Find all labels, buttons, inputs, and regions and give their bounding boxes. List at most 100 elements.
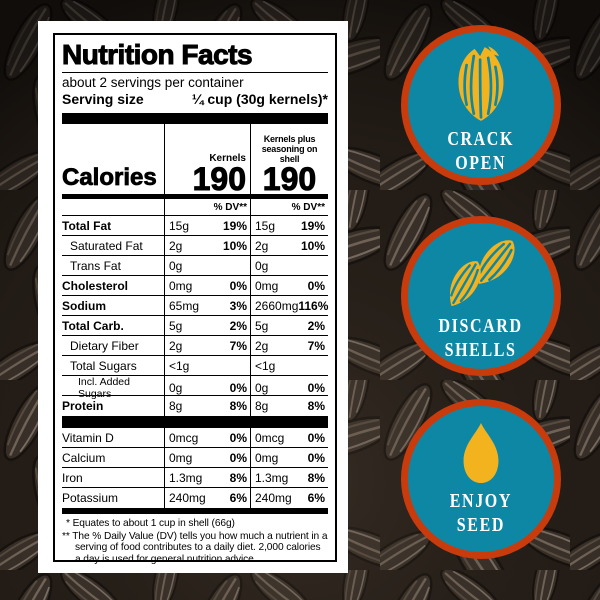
seasoned-amount: <1g: [255, 358, 276, 373]
kernels-dv: 0%: [229, 278, 247, 293]
seasoned-amount: 2g: [255, 338, 269, 353]
seasoned-dv: 8%: [307, 470, 325, 485]
step-badge-enjoy-seed: ENJOY SEED: [401, 399, 561, 559]
kernels-dv: 0%: [229, 450, 247, 465]
seasoned-amount: 1.3mg: [255, 470, 289, 485]
nutrient-row: Cholesterol 0mg 0% 0mg 0%: [62, 276, 328, 297]
kernels-amount: <1g: [169, 358, 190, 373]
serving-size-value: ¼ cup (30g kernels)*: [191, 91, 328, 108]
nutrient-name: Saturated Fat: [70, 238, 143, 253]
kernels-amount: 1.3mg: [169, 470, 203, 485]
kernels-dv: 19%: [222, 218, 247, 233]
dv-header-seasoned: % DV**: [250, 199, 328, 216]
dv-header-kernels: % DV**: [164, 199, 250, 216]
kernels-amount: 8g: [169, 399, 183, 414]
nutrient-row: Total Fat 15g 19% 15g 19%: [62, 216, 328, 237]
kernels-amount: 240mg: [169, 491, 206, 506]
kernels-dv: 6%: [229, 491, 247, 506]
seasoned-dv: 19%: [300, 218, 325, 233]
seasoned-amount: 2660mg: [255, 298, 299, 313]
seasoned-amount: 240mg: [255, 491, 292, 506]
kernels-calories-cell: Kernels 190: [164, 124, 250, 200]
kernels-dv: 2%: [229, 318, 247, 333]
seasoned-dv: 6%: [307, 491, 325, 506]
nutrient-name: Cholesterol: [62, 278, 129, 293]
seasoned-amount: 0mg: [255, 450, 279, 465]
nutrient-rows: Total Fat 15g 19% 15g 19% Saturated Fat …: [62, 216, 329, 417]
seasoned-dv: 8%: [307, 399, 325, 414]
nutrient-name: Sodium: [62, 298, 106, 313]
kernels-amount: 0g: [169, 381, 183, 396]
nutrient-name: Incl. Added Sugars: [78, 376, 130, 401]
kernels-amount: 5g: [169, 318, 183, 333]
calories-section: Calories Kernels 190 Kernels plus season…: [62, 124, 328, 200]
kernels-dv: 10%: [222, 238, 247, 253]
seasoned-dv: 0%: [307, 278, 325, 293]
vitamin-rows: Vitamin D 0mcg 0% 0mcg 0% Calcium 0mg 0%…: [62, 428, 328, 509]
whole-seed-icon: [458, 46, 504, 121]
nutrient-name: Trans Fat: [70, 258, 121, 273]
kernels-amount: 0mg: [169, 450, 193, 465]
step-caption-crack-open: CRACK OPEN: [447, 128, 515, 174]
daily-value-header-row: % DV** % DV**: [62, 199, 328, 217]
seasoned-calories-cell: Kernels plus seasoning on shell 190: [250, 124, 328, 200]
seasoned-dv: 0%: [307, 430, 325, 445]
nutrient-name: Potassium: [62, 491, 119, 506]
nutrient-row: Trans Fat 0g 0g: [62, 256, 328, 277]
footnotes: * Equates to about 1 cup in shell (66g) …: [62, 518, 328, 565]
nutrient-row: Saturated Fat 2g 10% 2g 10%: [62, 236, 328, 257]
divider-bar-footnote: [62, 508, 328, 515]
seasoned-dv: 116%: [298, 298, 329, 313]
kernels-amount: 0mg: [169, 278, 193, 293]
kernels-amount: 0g: [169, 258, 183, 273]
nutrient-name: Total Carb.: [62, 318, 124, 333]
nutrient-name: Total Sugars: [70, 358, 137, 373]
kernels-dv: 3%: [229, 298, 247, 313]
step-badge-discard-shells: DISCARD SHELLS: [401, 216, 561, 376]
seasoned-amount: 5g: [255, 318, 269, 333]
serving-size-label: Serving size: [62, 91, 144, 108]
kernels-dv: 0%: [229, 430, 247, 445]
seasoned-dv: 10%: [300, 238, 325, 253]
nutrient-row: Incl. Added Sugars 0g 0% 0g 0%: [62, 376, 328, 401]
footnote-serving: * Equates to about 1 cup in shell (66g): [66, 518, 235, 530]
step-caption-enjoy-seed: ENJOY SEED: [449, 490, 513, 536]
nutrient-name: Total Fat: [62, 218, 112, 233]
calories-kernels-value: 190: [192, 160, 246, 197]
seasoned-amount: 15g: [255, 218, 276, 233]
footnote-daily-value: ** The % Daily Value (DV) tells you how …: [62, 530, 328, 565]
seasoned-dv: 2%: [307, 318, 325, 333]
kernels-amount: 65mg: [169, 298, 200, 313]
nutrient-name: Protein: [62, 399, 104, 414]
seasoned-amount: 0mg: [255, 278, 279, 293]
label-title: Nutrition Facts: [62, 39, 254, 70]
nutrient-name: Iron: [62, 470, 83, 485]
seasoned-dv: 0%: [307, 450, 325, 465]
kernels-dv: 8%: [229, 470, 247, 485]
nutrient-name: Dietary Fiber: [70, 338, 139, 353]
seasoned-amount: 0g: [255, 258, 269, 273]
nutrient-row: Vitamin D 0mcg 0% 0mcg 0%: [62, 428, 328, 449]
step-caption-discard-shells: DISCARD SHELLS: [438, 315, 524, 361]
seasoned-amount: 8g: [255, 399, 269, 414]
kernels-dv: 8%: [229, 399, 247, 414]
nutrient-row: Total Sugars <1g <1g: [62, 356, 328, 377]
nutrient-row: Dietary Fiber 2g 7% 2g 7%: [62, 336, 328, 357]
nutrient-row: Potassium 240mg 6% 240mg 6%: [62, 488, 328, 509]
seasoned-dv: 7%: [307, 338, 325, 353]
nutrient-row: Iron 1.3mg 8% 1.3mg 8%: [62, 468, 328, 489]
kernels-amount: 0mcg: [169, 430, 199, 445]
seasoned-amount: 0g: [255, 381, 269, 396]
nutrient-name: Vitamin D: [62, 430, 114, 445]
servings-per-container: about 2 servings per container: [62, 75, 244, 91]
seed-kernel-icon: [463, 422, 499, 484]
kernels-amount: 2g: [169, 338, 183, 353]
calories-seasoned-value: 190: [262, 160, 317, 197]
nutrient-row: Protein 8g 8% 8g 8%: [62, 396, 328, 417]
seasoned-amount: 0mcg: [255, 430, 285, 445]
nutrient-row: Sodium 65mg 3% 2660mg 116%: [62, 296, 329, 317]
seed-shells-icon: [440, 240, 522, 310]
column-header-kernels: Kernels: [209, 152, 246, 164]
nutrition-facts-label: Nutrition Facts about 2 servings per con…: [38, 21, 348, 573]
